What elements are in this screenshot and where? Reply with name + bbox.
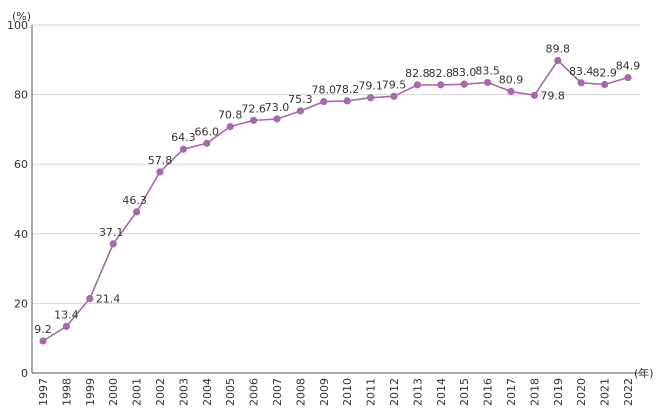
x-tick-label-2002: 2002 [154,378,167,406]
data-label-1998: 13.4 [54,308,79,321]
data-label-2018: 79.8 [540,89,565,102]
x-tick-label-2003: 2003 [177,378,190,406]
y-tick-label-100: 100 [7,19,28,32]
x-tick-label-2017: 2017 [505,378,518,406]
data-point-2008 [296,107,304,115]
x-tick-label-2012: 2012 [388,378,401,406]
x-tick-labels: 1997 1998 1999 2000 2001 2002 2003 2004 2005 2006… [37,378,635,406]
data-label-2016: 83.5 [475,64,500,77]
x-tick-label-1997: 1997 [37,378,50,406]
data-label-2001: 46.3 [122,194,147,207]
x-tick-label-2018: 2018 [528,378,541,406]
data-label-2012: 79.5 [382,78,407,91]
data-point-2020 [577,79,585,87]
y-tick-label-60: 60 [14,158,28,171]
data-point-2006 [250,116,258,124]
data-label-2005: 70.8 [218,109,243,122]
data-label-2003: 64.3 [171,131,196,144]
x-tick-label-2000: 2000 [107,378,120,406]
data-point-2011 [367,94,375,102]
data-point-2003 [179,145,187,153]
x-tick-label-2019: 2019 [552,378,565,406]
data-point-2022 [624,73,632,82]
data-label-2021: 82.9 [592,67,617,80]
x-tick-label-2004: 2004 [201,378,214,406]
x-tick-label-2021: 2021 [599,378,612,406]
data-point-2013 [413,81,421,89]
x-tick-label-2009: 2009 [318,378,331,406]
data-label-2000: 37.1 [99,226,124,239]
x-tick-label-2007: 2007 [271,378,284,406]
data-point-2001 [133,208,141,216]
data-label-2006: 72.6 [241,102,266,115]
data-label-2019: 89.8 [546,42,571,55]
data-label-2013: 82.8 [405,67,430,80]
data-point-2016 [484,78,492,87]
grid-layer [32,24,640,304]
data-point-2004 [203,139,211,147]
x-tick-label-2020: 2020 [575,378,588,406]
data-label-2014: 82.8 [429,67,454,80]
data-point-2002 [156,168,164,176]
data-point-2010 [343,97,351,105]
x-tick-label-2011: 2011 [365,378,378,406]
data-point-2012 [390,92,398,100]
data-point-1999 [86,294,94,303]
axis-layer [31,25,640,374]
data-point-2018 [530,91,539,99]
data-label-2022: 84.9 [616,60,641,73]
data-label-2007: 73.0 [265,101,290,114]
x-tick-label-2013: 2013 [411,378,424,406]
y-tick-label-0: 0 [21,367,28,380]
data-point-2000 [109,240,117,248]
x-tick-label-1998: 1998 [60,378,73,406]
data-point-2015 [460,80,468,88]
x-axis-unit: (年) [634,366,654,380]
data-label-2010: 78.2 [335,83,360,96]
data-label-2002: 57.8 [148,154,173,167]
data-label-2011: 79.1 [358,80,383,93]
data-point-2014 [437,81,445,89]
data-label-1997: 9.2 [34,323,52,336]
data-point-2009 [320,97,328,106]
y-axis-unit: (%) [12,10,31,23]
x-tick-label-2010: 2010 [341,378,354,406]
data-label-2009: 78.0 [312,84,337,97]
x-tick-label-2005: 2005 [224,378,237,406]
x-tick-label-2016: 2016 [482,378,495,406]
x-tick-label-2022: 2022 [622,378,635,406]
x-tick-label-1999: 1999 [84,378,97,406]
data-label-2004: 66.0 [195,125,220,138]
series-line-0 [42,59,629,342]
data-point-2017 [507,87,515,96]
data-point-1998 [62,322,70,330]
y-tick-label-80: 80 [14,89,28,102]
data-point-1997 [39,337,47,345]
data-point-2005 [226,123,234,131]
data-label-2015: 83.0 [452,66,477,79]
x-tick-label-2001: 2001 [131,378,144,406]
x-tick-label-2015: 2015 [458,378,471,406]
series-layer [39,56,632,345]
data-point-2019 [554,56,562,65]
data-label-1999: 21.4 [96,293,121,306]
x-tick-label-2006: 2006 [248,378,261,406]
data-label-2017: 80.9 [499,73,524,86]
data-point-2007 [273,115,281,123]
y-tick-label-40: 40 [14,228,28,241]
data-label-2008: 75.3 [288,93,313,106]
data-point-2021 [601,80,609,89]
data-label-2020: 83.4 [569,65,594,78]
y-tick-labels: 0 20 40 60 80 100 [7,19,28,380]
x-tick-label-2014: 2014 [435,378,448,406]
y-tick-label-20: 20 [14,297,28,310]
data-labels: 9.213.421.437.146.357.864.366.070.872.67… [34,42,640,335]
x-tick-label-2008: 2008 [294,378,307,406]
